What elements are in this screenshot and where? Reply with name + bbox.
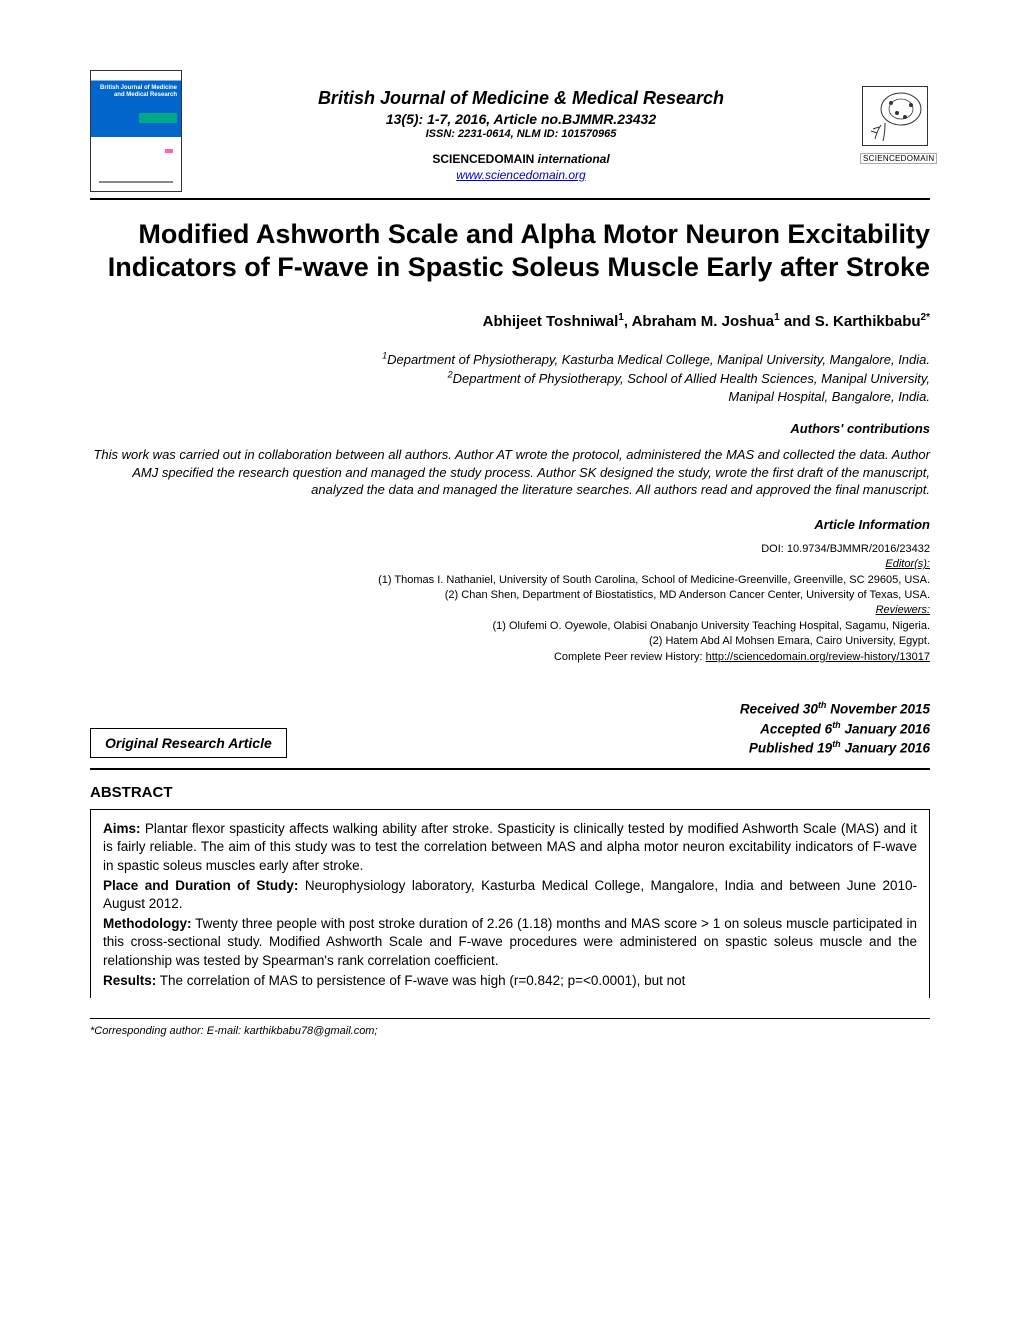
reviewer-2: (2) Hatem Abd Al Mohsen Emara, Cairo Uni… xyxy=(90,634,930,649)
published-date: Published 19th January 2016 xyxy=(740,738,930,758)
dates-block: Received 30th November 2015 Accepted 6th… xyxy=(740,699,930,758)
results-text: The correlation of MAS to persistence of… xyxy=(156,973,685,988)
page: British Journal of Medicine and Medical … xyxy=(0,0,1020,1320)
cover-label: British Journal of Medicine and Medical … xyxy=(91,85,177,98)
aims-label: Aims: xyxy=(103,821,141,836)
place-label: Place and Duration of Study: xyxy=(103,878,298,893)
journal-title: British Journal of Medicine & Medical Re… xyxy=(194,88,848,109)
header-row: British Journal of Medicine and Medical … xyxy=(90,70,930,192)
aims-text: Plantar flexor spasticity affects walkin… xyxy=(103,821,917,872)
journal-cover-thumbnail: British Journal of Medicine and Medical … xyxy=(90,70,182,192)
header-center: British Journal of Medicine & Medical Re… xyxy=(182,70,860,184)
journal-issn: ISSN: 2231-0614, NLM ID: 101570965 xyxy=(194,128,848,140)
affiliation-2: 2Department of Physiotherapy, School of … xyxy=(448,371,930,404)
method-text: Twenty three people with post stroke dur… xyxy=(103,916,917,967)
cover-accent xyxy=(165,149,173,153)
method-label: Methodology: xyxy=(103,916,191,931)
article-info-heading: Article Information xyxy=(90,517,930,532)
publisher-logo: SCIENCEDOMAIN xyxy=(860,70,930,166)
brain-icon xyxy=(862,86,928,146)
contributions-text: This work was carried out in collaborati… xyxy=(90,446,930,499)
publisher-suffix: international xyxy=(538,152,610,166)
peer-review-history-link[interactable]: http://sciencedomain.org/review-history/… xyxy=(706,651,930,663)
accepted-date: Accepted 6th January 2016 xyxy=(740,719,930,739)
editors-label: Editor(s): xyxy=(885,558,930,570)
logo-caption: SCIENCEDOMAIN xyxy=(860,153,937,164)
footer-rule xyxy=(90,1018,930,1019)
publisher-name: SCIENCEDOMAIN xyxy=(432,152,537,166)
article-info-block: DOI: 10.9734/BJMMR/2016/23432 Editor(s):… xyxy=(90,542,930,665)
contributions-heading: Authors' contributions xyxy=(90,421,930,436)
publisher-url-link[interactable]: www.sciencedomain.org xyxy=(456,168,585,182)
abstract-heading: ABSTRACT xyxy=(90,784,930,801)
affiliation-1: 1Department of Physiotherapy, Kasturba M… xyxy=(382,352,930,367)
cover-badge xyxy=(139,113,177,123)
editor-2: (2) Chan Shen, Department of Biostatisti… xyxy=(90,588,930,603)
reviewer-1: (1) Olufemi O. Oyewole, Olabisi Onabanjo… xyxy=(90,619,930,634)
header-rule xyxy=(90,198,930,200)
journal-citation: 13(5): 1-7, 2016, Article no.BJMMR.23432 xyxy=(194,111,848,127)
reviewers-label: Reviewers: xyxy=(876,604,930,616)
abstract-box: Aims: Plantar flexor spasticity affects … xyxy=(90,809,930,998)
publisher-line: SCIENCEDOMAIN international xyxy=(194,152,848,166)
editor-1: (1) Thomas I. Nathaniel, University of S… xyxy=(90,573,930,588)
corresponding-author: *Corresponding author: E-mail: karthikba… xyxy=(90,1025,930,1037)
received-date: Received 30th November 2015 xyxy=(740,699,930,719)
authors-line: Abhijeet Toshniwal1, Abraham M. Joshua1 … xyxy=(90,312,930,330)
dates-row: Original Research Article Received 30th … xyxy=(90,699,930,758)
affiliations: 1Department of Physiotherapy, Kasturba M… xyxy=(90,350,930,405)
paper-title: Modified Ashworth Scale and Alpha Motor … xyxy=(90,218,930,284)
doi-line: DOI: 10.9734/BJMMR/2016/23432 xyxy=(90,542,930,557)
mid-rule xyxy=(90,768,930,770)
history-prefix: Complete Peer review History: xyxy=(554,651,706,663)
results-label: Results: xyxy=(103,973,156,988)
article-type-box: Original Research Article xyxy=(90,728,287,758)
